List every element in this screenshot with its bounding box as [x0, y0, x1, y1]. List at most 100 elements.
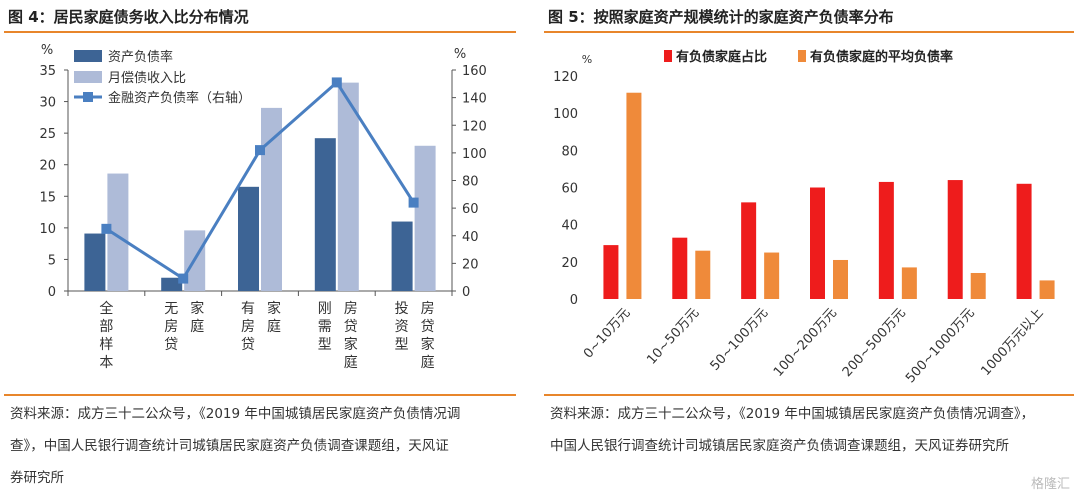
x-category-label-char: 家 [267, 300, 281, 317]
legend-swatch-marker [83, 92, 93, 102]
bar-debt-service-ratio [414, 145, 436, 291]
y-left-tick-label: 15 [39, 190, 56, 205]
legend-label: 月偿债收入比 [108, 71, 186, 86]
bar-average-debt-ratio [970, 272, 986, 299]
x-category-label-char: 需 [318, 319, 332, 335]
y-right-tick-label: 40 [462, 230, 479, 245]
bar-share-of-indebted-households [878, 181, 894, 299]
bar-average-debt-ratio [626, 92, 642, 299]
line-point-marker [101, 223, 112, 234]
x-category-label-char: 家 [421, 336, 435, 353]
legend-swatch [74, 50, 102, 62]
bar-average-debt-ratio [833, 259, 848, 299]
legend-swatch [74, 71, 102, 83]
x-category-label: 50~100万元 [708, 306, 772, 374]
legend-label: 有负债家庭的平均负债率 [810, 49, 953, 65]
x-category-label-char: 刚 [318, 301, 332, 317]
bar-average-debt-ratio [764, 252, 780, 299]
x-category-label: 10~50万元 [644, 306, 702, 368]
x-category-label: 200~500万元 [840, 306, 909, 380]
x-category-label-char: 贷 [421, 319, 435, 335]
y-left-tick-label: 10 [39, 222, 56, 237]
line-point-marker [408, 197, 419, 208]
bar-asset-liability-ratio [391, 221, 413, 291]
figure-5-source: 资料来源：成方三十二公众号，《2019 年中国城镇居民家庭资产负债情况调查》， … [550, 398, 1076, 462]
y-left-tick-label: 0 [48, 285, 56, 300]
y-right-tick-label: 20 [462, 257, 479, 272]
figure-4-source: 资料来源：成方三十二公众号，《2019 年中国城镇居民家庭资产负债情况调 查》，… [10, 398, 516, 494]
y-right-tick-label: 80 [462, 175, 479, 190]
y-tick-label: 0 [570, 293, 578, 308]
bar-share-of-indebted-households [672, 237, 688, 299]
figure-5-panel: 图 5：按照家庭资产规模统计的家庭资产负债率分布 % 0 20 40 60 80 100 12… [540, 0, 1080, 496]
y-right-tick-label: 120 [462, 119, 487, 134]
line-point-marker [255, 145, 265, 156]
bar-share-of-indebted-households [603, 245, 619, 299]
y-left-tick-label: 5 [48, 253, 56, 268]
x-category-label-char: 贷 [241, 337, 255, 353]
y-tick-label: 60 [561, 182, 578, 197]
x-category-label: 500~1000万元 [903, 306, 978, 386]
figure-5-top-rule [544, 31, 1074, 33]
legend-swatch [798, 50, 806, 62]
figure-4-title: 图 4：居民家庭债务收入比分布情况 [8, 8, 249, 26]
x-category-label-char: 资 [395, 319, 409, 335]
bar-share-of-indebted-households [947, 180, 963, 299]
y-right-tick-label: 100 [462, 147, 487, 162]
figure-4-bottom-rule [4, 394, 516, 396]
bar-share-of-indebted-households [1016, 183, 1032, 299]
figure-5-source-line-2: 中国人民银行调查统计司城镇居民家庭资产负债调查课题组，天风证券研究所 [550, 438, 1009, 454]
x-category-label: 1000万元以上 [978, 306, 1046, 379]
y-left-unit-label: % [41, 43, 53, 58]
x-category-label-char: 样 [99, 337, 113, 353]
y-tick-label: 100 [553, 107, 578, 122]
line-point-marker [331, 77, 342, 88]
bar-asset-liability-ratio [84, 233, 106, 291]
figure-5-source-line-1: 资料来源：成方三十二公众号，《2019 年中国城镇居民家庭资产负债情况调查》， [550, 406, 1035, 422]
bar-debt-service-ratio [337, 82, 359, 291]
bar-average-debt-ratio [901, 267, 917, 299]
watermark-logo: 格隆汇 [1030, 477, 1070, 492]
bar-average-debt-ratio [1039, 280, 1055, 299]
x-category-label-char: 房 [421, 301, 435, 317]
x-category-label-char: 房 [344, 301, 358, 317]
bar-share-of-indebted-households [810, 187, 825, 299]
y-right-unit-label: % [454, 47, 466, 62]
legend-label: 金融资产负债率（右轴） [108, 90, 251, 106]
x-category-label-char: 贷 [344, 319, 358, 335]
y-left-tick-label: 35 [39, 64, 56, 79]
y-tick-label: 20 [561, 256, 578, 271]
figure-4-source-line-3: 券研究所 [10, 470, 64, 486]
figure-4-chart: % % 0 5 10 15 20 25 30 35 0 20 40 60 80 100 120 140 160 全部样… [39, 43, 487, 371]
x-category-label: 0~10万元 [581, 306, 633, 362]
figure-5-title: 图 5：按照家庭资产规模统计的家庭资产负债率分布 [548, 8, 894, 26]
bar-share-of-indebted-households [741, 202, 757, 299]
y-tick-label: 120 [553, 70, 578, 85]
y-right-tick-label: 160 [462, 64, 487, 79]
x-category-label-char: 家 [190, 300, 204, 317]
line-point-marker [178, 273, 189, 284]
x-category-label-char: 型 [395, 337, 409, 353]
y-tick-label: 80 [561, 144, 578, 159]
y-right-tick-label: 0 [462, 285, 470, 300]
x-category-label-char: 庭 [421, 354, 435, 371]
figure-4-source-line-1: 资料来源：成方三十二公众号，《2019 年中国城镇居民家庭资产负债情况调 [10, 406, 461, 422]
figure-5-bottom-rule [544, 394, 1074, 396]
y-right-tick-label: 140 [462, 92, 487, 107]
y-left-tick-label: 30 [39, 96, 56, 111]
x-category-label: 100~200万元 [771, 306, 840, 380]
line-financial-asset-liability-ratio [105, 80, 415, 281]
y-right-tick-label: 60 [462, 202, 479, 217]
x-category-label-char: 庭 [190, 318, 204, 335]
figure-4-top-rule [4, 31, 516, 33]
legend-label: 有负债家庭占比 [676, 49, 767, 65]
figure-4-panel: 图 4：居民家庭债务收入比分布情况 %% 0 5 10 15 20 25 30 35 0 20 40 6… [0, 0, 522, 496]
x-category-label-char: 贷 [164, 337, 178, 353]
x-category-label-char: 型 [318, 337, 332, 353]
x-category-label-char: 庭 [267, 318, 281, 335]
y-tick-label: 40 [561, 219, 578, 234]
x-category-label-char: 无 [164, 301, 178, 317]
x-category-label-char: 家 [344, 336, 358, 353]
x-category-label-char: 本 [99, 355, 113, 371]
